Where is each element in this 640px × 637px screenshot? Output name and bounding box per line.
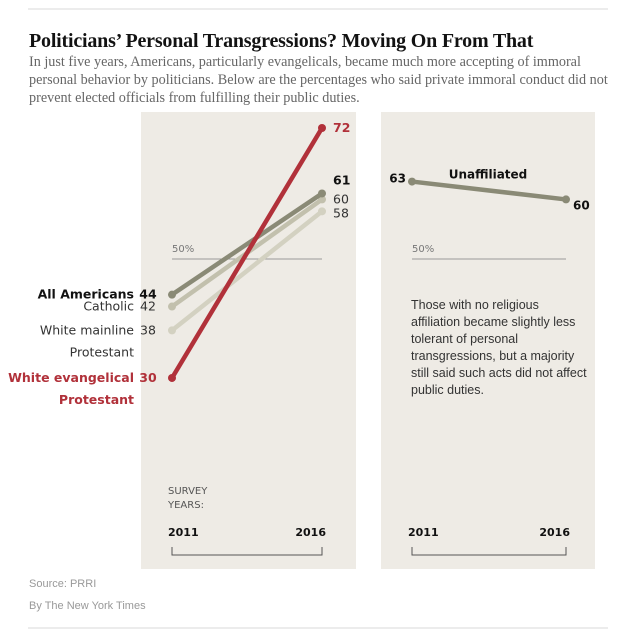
series-name-label: Catholic bbox=[83, 299, 134, 314]
point-2016-0 bbox=[562, 195, 570, 204]
start-value-label: 63 bbox=[389, 172, 406, 186]
left-chart: 50% 2011 2016 SURVEY YEARS: 38 White mainline P… bbox=[8, 120, 350, 556]
reference-line-label: 50% bbox=[412, 244, 434, 255]
byline: By The New York Times bbox=[29, 600, 146, 612]
series-line-3 bbox=[169, 125, 325, 381]
point-2016-0 bbox=[318, 207, 326, 216]
end-value-label: 58 bbox=[333, 205, 349, 220]
bottom-rule bbox=[28, 627, 608, 629]
x-axis-title-line: SURVEY bbox=[168, 486, 208, 497]
x-axis-bracket bbox=[411, 547, 567, 556]
series-line-2 bbox=[169, 191, 325, 297]
point-2011-0 bbox=[168, 326, 176, 335]
top-rule bbox=[28, 8, 608, 10]
x-tick-label-2011: 2011 bbox=[168, 526, 199, 539]
series-line-0 bbox=[409, 179, 569, 202]
source-note: Source: PRRI bbox=[29, 578, 97, 590]
right-chart: 50% 2011 2016 63 60 Unaffiliated bbox=[389, 168, 590, 556]
x-axis-title-line: YEARS: bbox=[167, 500, 204, 511]
series-name-label: Unaffiliated bbox=[449, 168, 528, 182]
end-value-label: 60 bbox=[573, 198, 590, 212]
point-2011-2 bbox=[168, 290, 176, 299]
series-name-label: Protestant bbox=[70, 344, 134, 359]
start-value-label: 42 bbox=[140, 299, 156, 314]
point-2016-2 bbox=[318, 189, 326, 198]
start-value-label: 44 bbox=[139, 287, 157, 302]
point-2011-1 bbox=[168, 302, 176, 311]
point-2011-0 bbox=[408, 177, 416, 186]
series-name-label: Protestant bbox=[59, 392, 134, 407]
x-axis-bracket bbox=[171, 547, 323, 556]
start-value-label: 38 bbox=[140, 322, 156, 337]
start-value-label: 30 bbox=[139, 370, 157, 385]
reference-line-label: 50% bbox=[172, 244, 194, 255]
x-tick-label-2016: 2016 bbox=[539, 526, 570, 539]
point-2011-3 bbox=[168, 373, 176, 382]
end-value-label: 61 bbox=[333, 172, 350, 187]
series-name-label: All Americans bbox=[38, 287, 134, 302]
series-name-label: White mainline bbox=[40, 322, 134, 337]
chart-title: Politicians’ Personal Transgressions? Mo… bbox=[29, 30, 534, 52]
chart-subtitle: In just five years, Americans, particula… bbox=[29, 54, 608, 106]
left-panel bbox=[141, 112, 356, 569]
end-value-label: 72 bbox=[333, 120, 350, 135]
unaffiliated-annotation: Those with no religious affiliation beca… bbox=[411, 298, 587, 397]
x-tick-label-2011: 2011 bbox=[408, 526, 439, 539]
x-tick-label-2016: 2016 bbox=[295, 526, 326, 539]
series-line-0 bbox=[169, 209, 325, 333]
series-name-label: White evangelical bbox=[8, 370, 134, 385]
point-2016-3 bbox=[318, 124, 326, 132]
end-value-label: 60 bbox=[333, 191, 349, 206]
